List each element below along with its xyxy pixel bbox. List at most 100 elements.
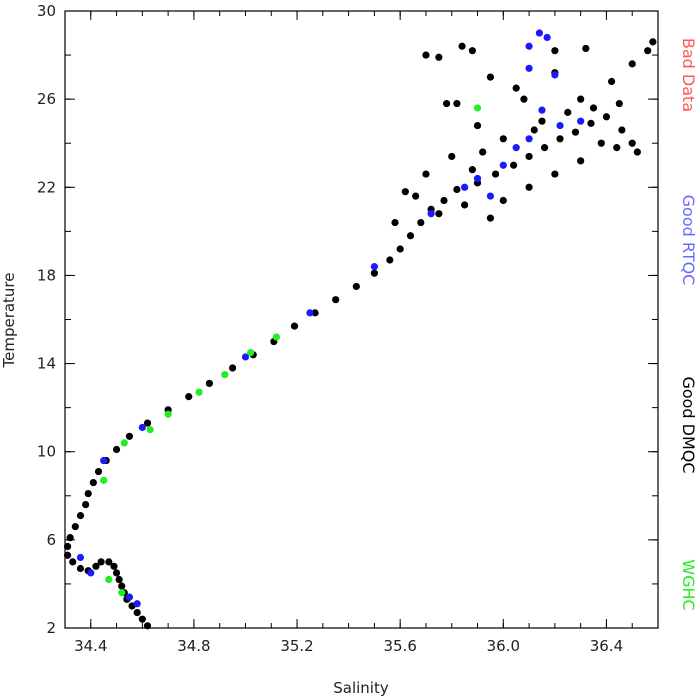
good-dmqc-point [352,282,360,291]
wghc-point [164,410,172,418]
good-dmqc-point [468,47,476,55]
y-tick-label: 22 [37,178,56,196]
good-dmqc-point [499,135,507,143]
good-rtqc-point [535,29,544,37]
good-rtqc-point [499,161,507,169]
good-dmqc-point [512,84,520,92]
good-dmqc-point [602,113,611,121]
good-dmqc-point [628,60,636,68]
good-dmqc-point [92,562,100,570]
good-dmqc-point [125,432,134,440]
good-dmqc-point [597,139,605,147]
good-dmqc-point [530,126,538,134]
good-dmqc-point [396,245,404,253]
x-tick-label: 34.4 [74,637,107,655]
good-dmqc-point [587,119,595,127]
good-dmqc-point [468,166,476,174]
good-dmqc-point [112,445,121,454]
good-dmqc-point [520,95,528,103]
good-dmqc-point [491,170,500,178]
good-dmqc-point [228,364,237,372]
good-rtqc-point [461,183,469,191]
good-dmqc-point [115,575,123,584]
good-dmqc-point [440,196,448,205]
good-dmqc-point [435,53,443,61]
good-dmqc-point [406,232,415,240]
good-dmqc-point [473,121,482,130]
good-dmqc-point [112,569,121,577]
plot-area-frame [64,10,659,629]
good-rtqc-point [125,593,134,601]
wghc-point [100,476,108,484]
good-dmqc-point [461,201,469,209]
good-dmqc-point [97,558,105,566]
good-dmqc-point [386,256,394,264]
wghc-point [272,333,281,341]
good-dmqc-point [417,218,425,227]
good-dmqc-point [84,489,92,498]
x-axis-title: Salinity [333,679,389,697]
good-dmqc-point [582,44,590,53]
good-rtqc-point [551,71,559,79]
good-dmqc-point [633,148,641,156]
y-axis-title: Temperature [0,272,18,368]
good-dmqc-point [143,419,152,427]
good-dmqc-point [628,139,636,147]
good-dmqc-point [143,622,152,630]
wghc-point [146,426,154,434]
good-dmqc-point [332,296,340,304]
good-dmqc-point [571,128,580,136]
y-tick-label: 26 [37,90,56,108]
good-rtqc-point [512,144,520,152]
good-dmqc-point [577,95,585,103]
good-dmqc-point [118,582,126,590]
good-dmqc-point [564,108,572,116]
good-dmqc-point [63,551,72,559]
good-rtqc-point [543,33,551,42]
x-tick-label: 35.6 [383,637,416,655]
wghc-point [221,370,229,379]
y-tick-label: 6 [46,531,56,549]
good-dmqc-point [435,210,443,218]
good-dmqc-point [401,188,409,196]
good-dmqc-point [94,467,103,476]
good-rtqc-point [100,456,108,465]
good-dmqc-point [138,615,146,623]
good-dmqc-point [69,558,77,566]
good-dmqc-point [370,269,378,277]
good-dmqc-point [479,148,487,156]
wghc-point [473,104,482,112]
good-dmqc-point [63,542,72,551]
wghc-point [120,439,128,447]
x-tick-label: 34.8 [177,637,210,655]
y-tick-label: 10 [37,443,56,461]
good-dmqc-point [486,214,495,222]
x-axis-ticks: 34.4 34.8 35.2 35.6 36.0 36.4 [64,11,659,655]
good-rtqc-point [556,121,564,130]
good-dmqc-point [486,73,495,81]
good-dmqc-point [540,144,549,152]
legend-good-rtqc: Good RTQC [679,195,698,286]
good-dmqc-point [82,501,90,509]
good-rtqc-point [538,106,546,114]
good-dmqc-point [205,379,213,388]
good-dmqc-point [615,99,623,108]
good-rtqc-point [486,192,495,200]
wghc-point [195,388,203,396]
good-dmqc-point [133,608,141,617]
good-rtqc-point [76,553,85,562]
y-tick-label: 2 [46,619,56,637]
scatter-points [63,29,657,630]
good-dmqc-point [649,38,657,46]
good-dmqc-point [110,562,118,570]
good-dmqc-point [76,512,85,520]
legend-good-dmqc: Good DMQC [679,376,698,473]
good-dmqc-point [499,196,507,205]
good-dmqc-point [71,523,79,531]
good-dmqc-point [422,51,430,59]
good-rtqc-point [525,135,533,143]
good-rtqc-point [577,117,585,125]
good-rtqc-point [87,569,95,577]
